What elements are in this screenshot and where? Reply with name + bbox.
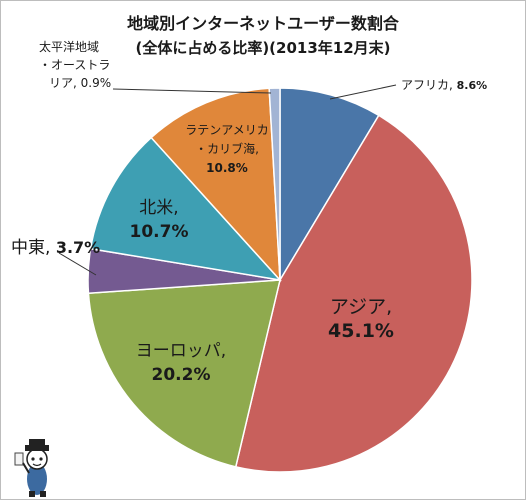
slice-label: ラテンアメリカ・カリブ海, 10.8% [185, 123, 268, 175]
slice-label: ヨーロッパ, 20.2% [136, 341, 226, 385]
slice-label-line: ・カリブ海, [195, 141, 259, 156]
slice-label: 北米, 10.7% [130, 198, 189, 242]
slice-label-part: 8.6% [457, 79, 488, 92]
slice-label: 中東, 3.7% [11, 238, 100, 258]
slice-label-part: , [45, 238, 56, 258]
pie-slice [234, 114, 473, 473]
leader-line [112, 88, 272, 94]
pie-slice [279, 87, 380, 283]
slice-label-line: 太平洋地域 [39, 39, 99, 54]
slice-label-line: リア, 0.9% [49, 76, 111, 90]
slice-label-line: 45.1% [328, 320, 394, 342]
slice-label: 太平洋地域・オーストラリア, 0.9% [39, 39, 111, 90]
pie-slice [87, 279, 281, 468]
chart-title: 地域別インターネットユーザー数割合 [127, 14, 400, 33]
slice-label-line: アジア, [330, 296, 392, 318]
mascot-icon [14, 439, 49, 497]
pie-slice [268, 87, 281, 281]
slice-label-part: , [449, 78, 457, 92]
slice-label: アジア, 45.1% [328, 296, 394, 342]
slice-label-line: 10.8% [206, 161, 248, 175]
slice-label-line: 北米, [139, 198, 178, 218]
leader-line [329, 84, 397, 100]
slice-label-part: 3.7% [56, 238, 100, 257]
slice-label-part: 中東 [11, 238, 45, 258]
leader-line [58, 252, 97, 276]
pie-slice [150, 87, 281, 283]
slice-label-line: 10.7% [130, 222, 189, 242]
slice-label-line: ・オーストラ [39, 58, 110, 72]
chart-subtitle: (全体に占める比率)(2013年12月末) [135, 39, 390, 57]
slice-label-line: 20.2% [152, 365, 211, 385]
pie-slice [89, 136, 282, 282]
slice-label-line: ラテンアメリカ [185, 123, 268, 137]
slice-label-line: ヨーロッパ, [136, 341, 226, 361]
slice-label-part: アフリカ [401, 78, 449, 92]
slice-label: アフリカ, 8.6% [401, 78, 487, 92]
